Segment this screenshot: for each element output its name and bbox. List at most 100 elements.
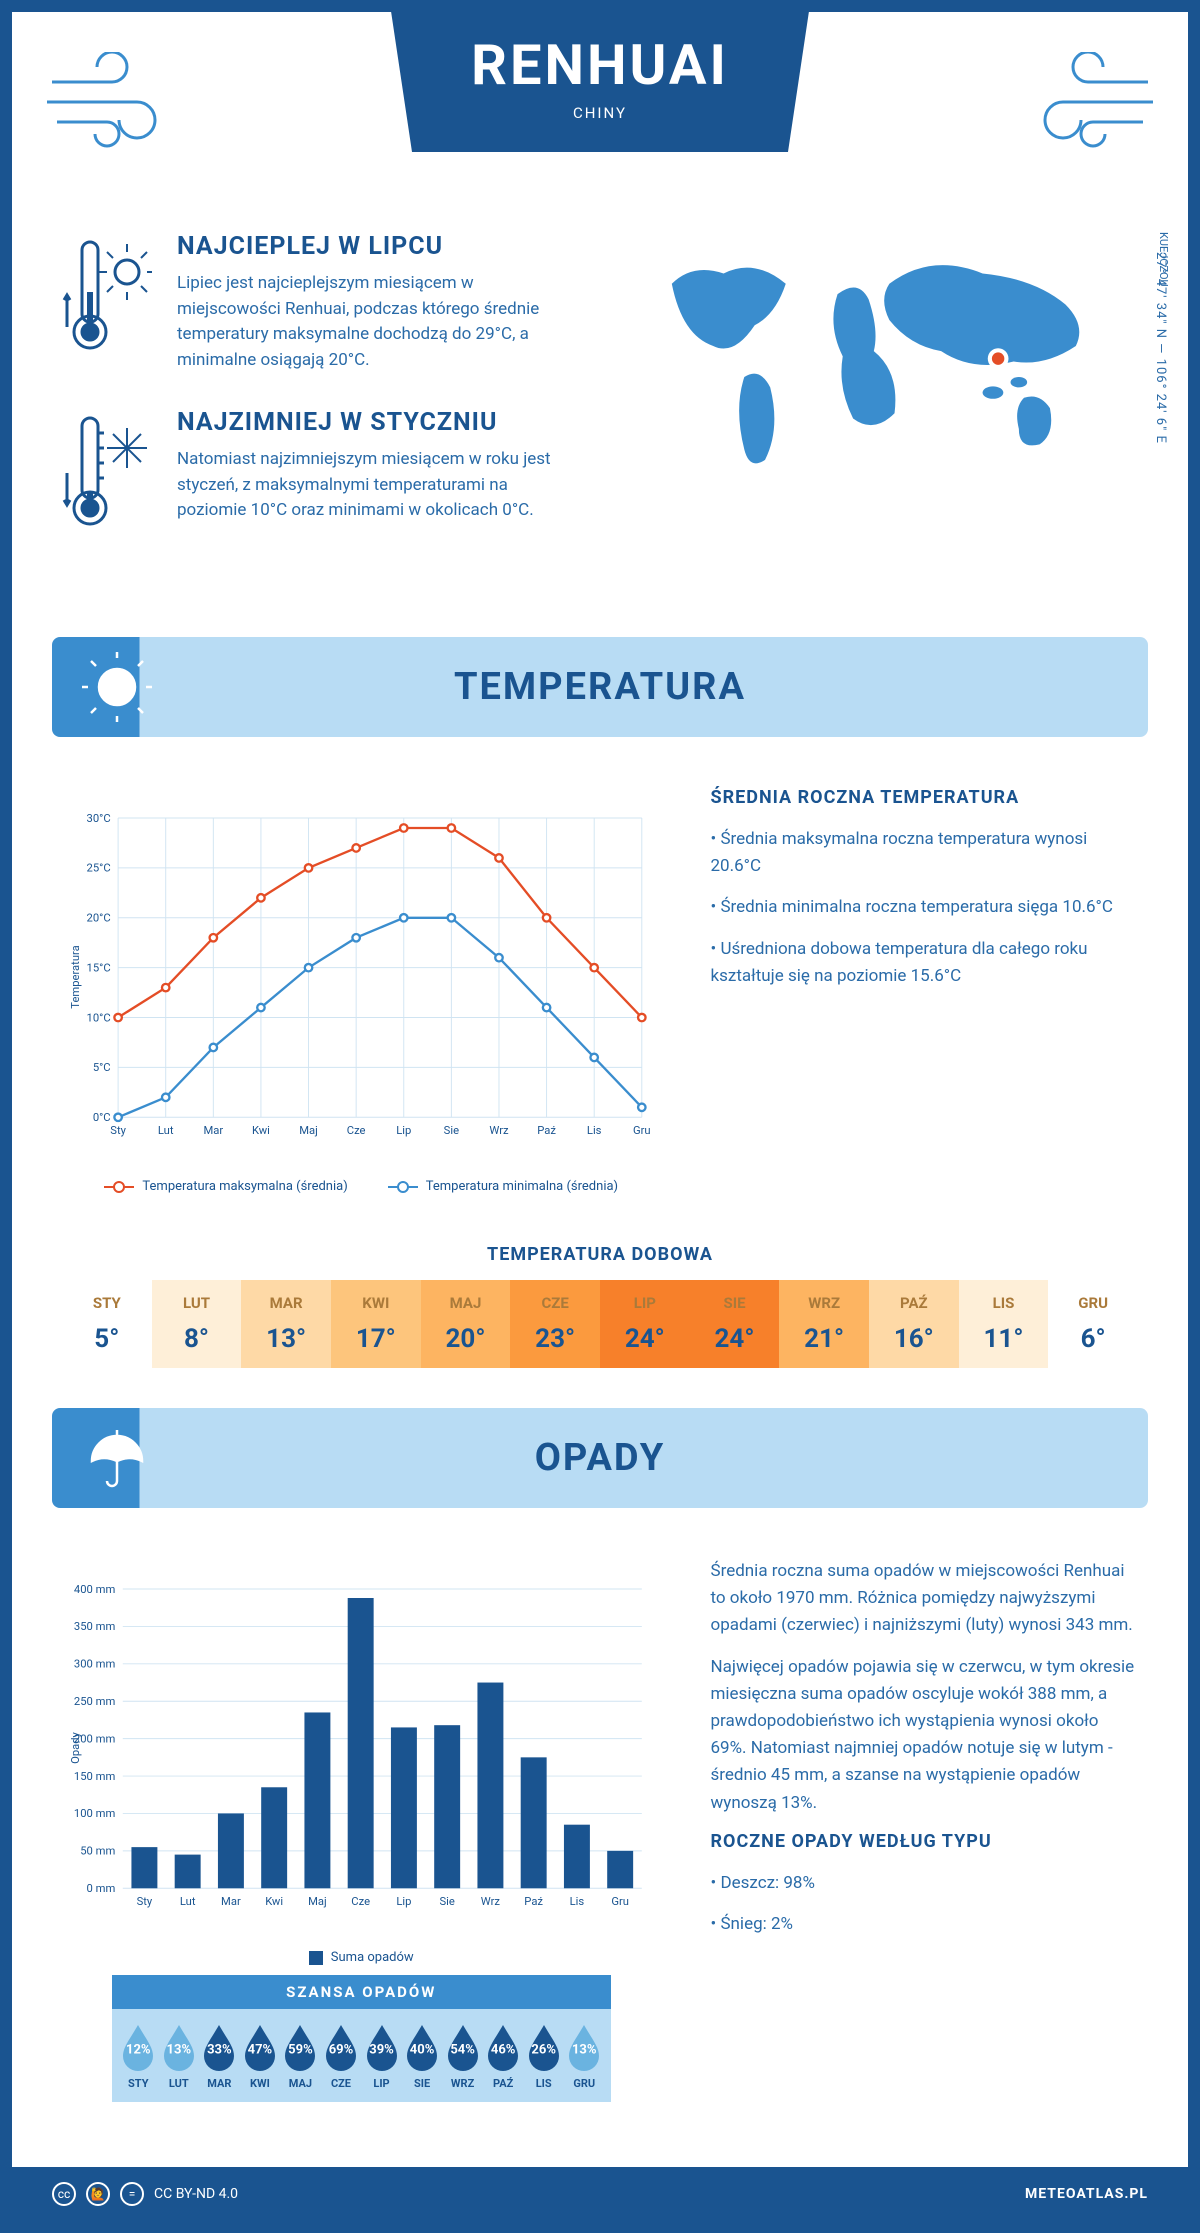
svg-text:Sty: Sty [137, 1895, 153, 1908]
svg-text:Cze: Cze [347, 1124, 366, 1137]
svg-text:30°C: 30°C [87, 812, 111, 825]
daily-temp-title: TEMPERATURA DOBOWA [12, 1244, 1188, 1265]
site-name: METEOATLAS.PL [1025, 2186, 1148, 2202]
thermometer-cold-icon [62, 408, 152, 542]
svg-text:Paź: Paź [524, 1895, 543, 1908]
daily-temp-cell: MAR13° [241, 1280, 331, 1368]
temp-text-list: Średnia maksymalna roczna temperatura wy… [711, 826, 1139, 990]
world-map [620, 232, 1138, 492]
svg-text:150 mm: 150 mm [74, 1770, 116, 1783]
svg-text:Mar: Mar [221, 1895, 241, 1908]
daily-temp-cell: LUT8° [152, 1280, 242, 1368]
precip-text-2: Najwięcej opadów pojawia się w czerwcu, … [711, 1654, 1139, 1817]
cold-fact: NAJZIMNIEJ W STYCZNIU Natomiast najzimni… [62, 408, 580, 542]
title-box: RENHUAI CHINY [391, 12, 809, 152]
rain-chance-cell: 40%SIE [402, 2021, 443, 2090]
precipitation-band: OPADY [52, 1408, 1148, 1508]
precip-type-item: Deszcz: 98% [711, 1870, 1139, 1897]
legend-max-label: Temperatura maksymalna (średnia) [142, 1179, 347, 1194]
rain-chance-cell: 54%WRZ [442, 2021, 483, 2090]
svg-text:Gru: Gru [633, 1124, 651, 1137]
cold-fact-text: Natomiast najzimniejszym miesiącem w rok… [177, 447, 580, 524]
hot-fact-text: Lipiec jest najcieplejszym miesiącem w m… [177, 271, 580, 373]
svg-text:Sie: Sie [444, 1124, 459, 1137]
svg-text:Lip: Lip [396, 1895, 411, 1908]
license-text: CC BY-ND 4.0 [154, 2186, 238, 2202]
rain-chance-cell: 59%MAJ [280, 2021, 321, 2090]
page-title: RENHUAI [471, 32, 729, 98]
svg-text:Lip: Lip [396, 1124, 411, 1137]
daily-temp-cell: PAŹ16° [869, 1280, 959, 1368]
svg-text:10°C: 10°C [87, 1011, 111, 1024]
svg-text:300 mm: 300 mm [74, 1658, 116, 1671]
svg-text:50 mm: 50 mm [80, 1845, 115, 1858]
rain-chance-cell: 12%STY [118, 2021, 159, 2090]
precipitation-heading: OPADY [535, 1436, 666, 1480]
daily-temp-grid: STY5°LUT8°MAR13°KWI17°MAJ20°CZE23°LIP24°… [62, 1280, 1138, 1368]
svg-text:Lut: Lut [158, 1124, 174, 1137]
header: RENHUAI CHINY [12, 12, 1188, 212]
svg-text:100 mm: 100 mm [74, 1807, 116, 1820]
precip-text-1: Średnia roczna suma opadów w miejscowośc… [711, 1558, 1139, 1640]
temp-text-item: Średnia maksymalna roczna temperatura wy… [711, 826, 1139, 880]
daily-temp-cell: SIE24° [690, 1280, 780, 1368]
svg-text:5°C: 5°C [93, 1061, 111, 1074]
svg-text:0°C: 0°C [93, 1111, 111, 1124]
rain-chance-cell: 13%GRU [564, 2021, 605, 2090]
svg-text:Opady: Opady [69, 1731, 82, 1763]
legend-min-label: Temperatura minimalna (średnia) [426, 1179, 618, 1194]
cc-icon: cc [52, 2182, 76, 2206]
thermometer-hot-icon [62, 232, 152, 373]
cold-fact-title: NAJZIMNIEJ W STYCZNIU [177, 408, 580, 437]
rain-chance-cell: 46%PAŹ [483, 2021, 524, 2090]
intro-section: NAJCIEPLEJ W LIPCU Lipiec jest najcieple… [12, 212, 1188, 617]
daily-temp-cell: LIP24° [600, 1280, 690, 1368]
coordinates: 27° 47' 34" N — 106° 24' 6" E [1153, 252, 1168, 444]
by-icon: 🙋 [86, 2182, 110, 2206]
precipitation-bar-chart: 0 mm50 mm100 mm150 mm200 mm250 mm300 mm3… [62, 1558, 661, 1938]
rain-chance-block: SZANSA OPADÓW 12%STY13%LUT33%MAR47%KWI59… [112, 1975, 611, 2102]
temperature-heading: TEMPERATURA [454, 665, 746, 709]
daily-temp-cell: LIS11° [959, 1280, 1049, 1368]
umbrella-icon [82, 1423, 152, 1493]
rain-chance-cell: 26%LIS [523, 2021, 564, 2090]
rain-chance-cell: 47%KWI [240, 2021, 281, 2090]
daily-temp-cell: STY5° [62, 1280, 152, 1368]
footer: cc 🙋 = CC BY-ND 4.0 METEOATLAS.PL [12, 2167, 1188, 2221]
precip-legend: Suma opadów [62, 1950, 661, 1965]
sun-icon [82, 652, 152, 722]
wind-icon [42, 52, 182, 152]
precip-type-item: Śnieg: 2% [711, 1911, 1139, 1938]
daily-temp-cell: WRZ21° [779, 1280, 869, 1368]
svg-text:Lis: Lis [587, 1124, 602, 1137]
temp-text-heading: ŚREDNIA ROCZNA TEMPERATURA [711, 787, 1139, 808]
daily-temp-cell: GRU6° [1048, 1280, 1138, 1368]
svg-text:Wrz: Wrz [481, 1895, 501, 1908]
page-subtitle: CHINY [471, 104, 729, 122]
rain-chance-cell: 39%LIP [361, 2021, 402, 2090]
svg-text:Temperatura: Temperatura [69, 945, 82, 1008]
temp-text-item: Uśredniona dobowa temperatura dla całego… [711, 936, 1139, 990]
svg-text:Sie: Sie [439, 1895, 454, 1908]
svg-text:25°C: 25°C [87, 862, 111, 875]
hot-fact: NAJCIEPLEJ W LIPCU Lipiec jest najcieple… [62, 232, 580, 373]
svg-text:Mar: Mar [203, 1124, 223, 1137]
hot-fact-title: NAJCIEPLEJ W LIPCU [177, 232, 580, 261]
rain-chance-cell: 13%LUT [159, 2021, 200, 2090]
precip-type-list: Deszcz: 98% Śnieg: 2% [711, 1870, 1139, 1938]
svg-text:15°C: 15°C [87, 961, 111, 974]
svg-text:Maj: Maj [299, 1124, 318, 1137]
daily-temp-cell: MAJ20° [421, 1280, 511, 1368]
rain-chance-title: SZANSA OPADÓW [112, 1975, 611, 2009]
svg-text:Lis: Lis [570, 1895, 585, 1908]
rain-chance-cell: 69%CZE [321, 2021, 362, 2090]
svg-text:Cze: Cze [351, 1895, 370, 1908]
svg-text:Kwi: Kwi [265, 1895, 283, 1908]
temperature-band: TEMPERATURA [52, 637, 1148, 737]
precip-type-heading: ROCZNE OPADY WEDŁUG TYPU [711, 1831, 1139, 1852]
daily-temp-cell: KWI17° [331, 1280, 421, 1368]
nd-icon: = [120, 2182, 144, 2206]
svg-text:400 mm: 400 mm [74, 1583, 116, 1596]
svg-text:250 mm: 250 mm [74, 1695, 116, 1708]
svg-text:Paź: Paź [537, 1124, 556, 1137]
